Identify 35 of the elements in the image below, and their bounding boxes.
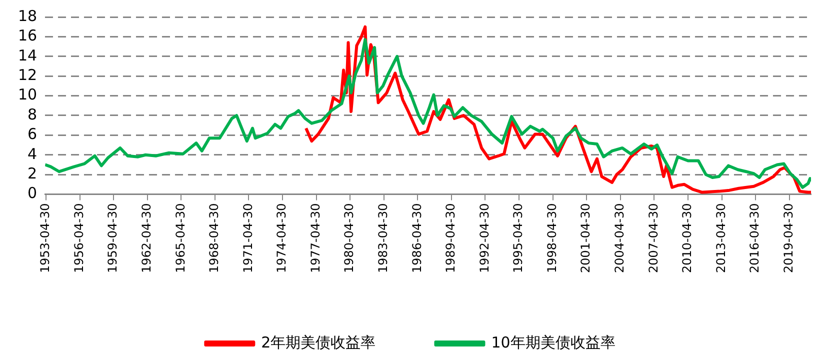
y-tick-label: 8 — [28, 105, 38, 124]
x-tick-label: 1995-04-30 — [511, 203, 526, 274]
x-tick-label: 1974-04-30 — [274, 203, 289, 274]
y-tick-label: 10 — [18, 86, 38, 104]
x-tick-label: 1989-04-30 — [444, 203, 458, 274]
y-tick-label: 4 — [28, 144, 38, 163]
x-tick-label: 2007-04-30 — [646, 203, 660, 274]
x-tick-label: 1992-04-30 — [477, 203, 492, 274]
x-tick-label: 1998-04-30 — [544, 203, 559, 274]
x-tick-label: 2001-04-30 — [578, 203, 593, 274]
x-tick-label: 2016-04-30 — [748, 203, 762, 274]
x-tick-label: 1968-04-30 — [207, 203, 222, 274]
y-tick-label: 6 — [28, 125, 38, 144]
y-tick-label: 18 — [18, 6, 38, 25]
y-tick-label: 14 — [18, 46, 38, 64]
y-tick-label: 16 — [18, 26, 38, 45]
x-tick-label: 1980-04-30 — [342, 203, 356, 274]
legend-label: 2年期美债收益率 — [261, 333, 376, 352]
x-tick-label: 1971-04-30 — [240, 203, 255, 274]
x-tick-label: 1956-04-30 — [72, 203, 86, 274]
x-tick-label: 1959-04-30 — [106, 203, 120, 274]
x-tick-label: 1965-04-30 — [173, 203, 188, 274]
x-tick-label: 2004-04-30 — [612, 203, 627, 274]
y-tick-label: 2 — [28, 164, 38, 182]
x-tick-label: 1983-04-30 — [376, 203, 390, 274]
x-tick-label: 1962-04-30 — [139, 203, 154, 274]
y-tick-label: 0 — [28, 184, 38, 202]
x-tick-label: 2010-04-30 — [680, 203, 694, 274]
y-tick-label: 12 — [18, 66, 38, 84]
x-tick-label: 2013-04-30 — [714, 203, 728, 274]
legend-label: 10年期美债收益率 — [491, 333, 616, 352]
x-tick-label: 1953-04-30 — [38, 203, 52, 274]
x-tick-label: 1986-04-30 — [410, 203, 424, 274]
x-tick-label: 1977-04-30 — [308, 203, 322, 274]
x-tick-label: 2019-04-30 — [781, 203, 796, 274]
